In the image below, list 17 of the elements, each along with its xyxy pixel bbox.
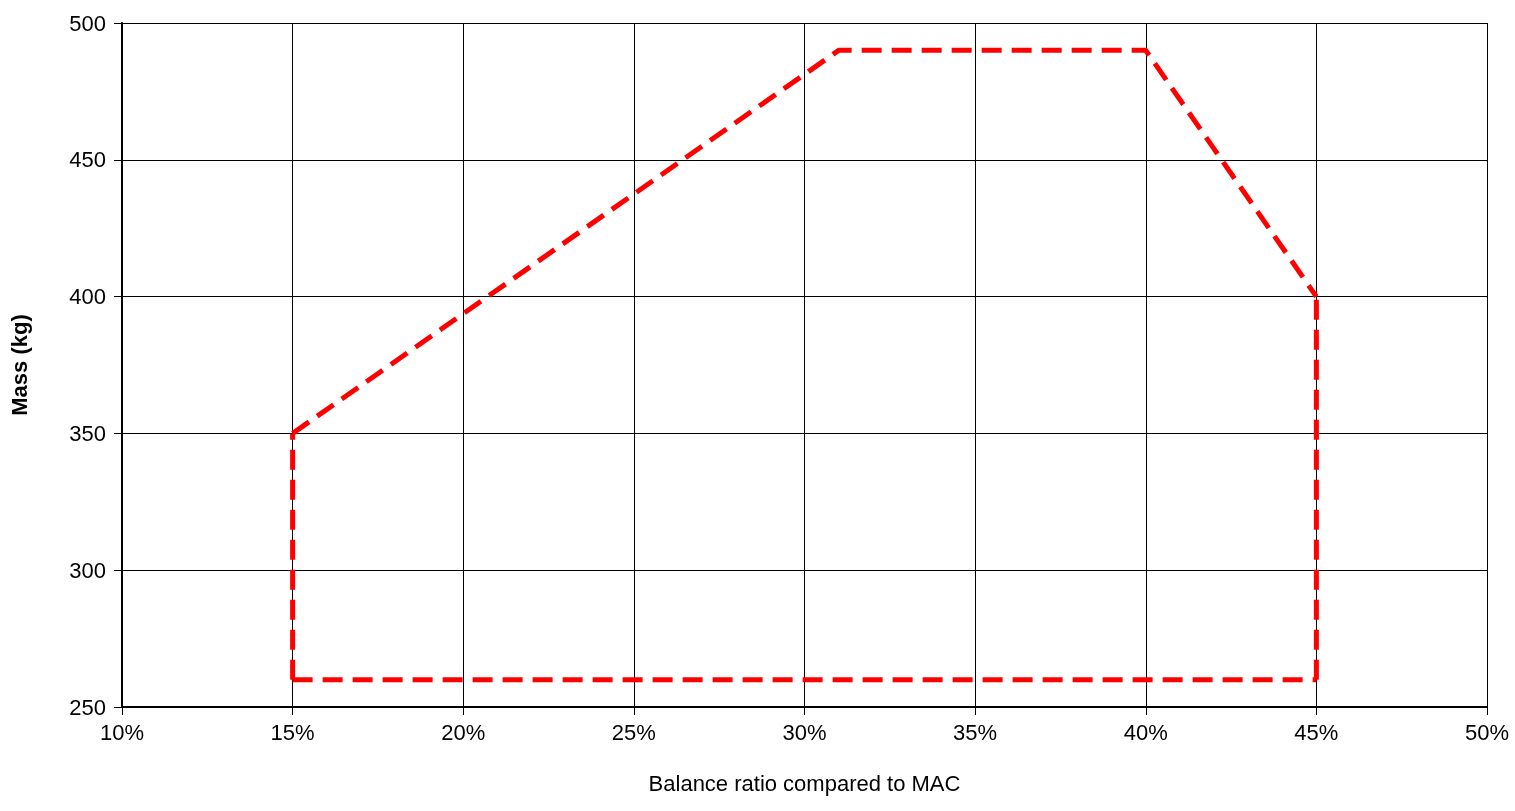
x-tick-label: 30% <box>782 719 827 745</box>
y-tick-label: 300 <box>69 557 106 583</box>
y-tick-label: 350 <box>69 420 106 446</box>
x-tick-label: 40% <box>1123 719 1168 745</box>
y-tick-label: 450 <box>69 147 106 173</box>
x-tick-label: 35% <box>953 719 998 745</box>
x-tick-label: 50% <box>1464 719 1510 745</box>
y-axis-title: Mass (kg) <box>6 314 32 416</box>
x-axis-title: Balance ratio compared to MAC <box>648 770 961 796</box>
y-tick-label: 500 <box>69 10 106 36</box>
x-tick-label: 20% <box>441 719 486 745</box>
x-tick-label: 45% <box>1294 719 1339 745</box>
x-tick-label: 25% <box>611 719 656 745</box>
x-tick-label: 15% <box>270 719 315 745</box>
y-tick-label: 400 <box>69 284 106 310</box>
x-tick-label: 10% <box>99 719 145 745</box>
y-tick-label: 250 <box>69 694 106 720</box>
